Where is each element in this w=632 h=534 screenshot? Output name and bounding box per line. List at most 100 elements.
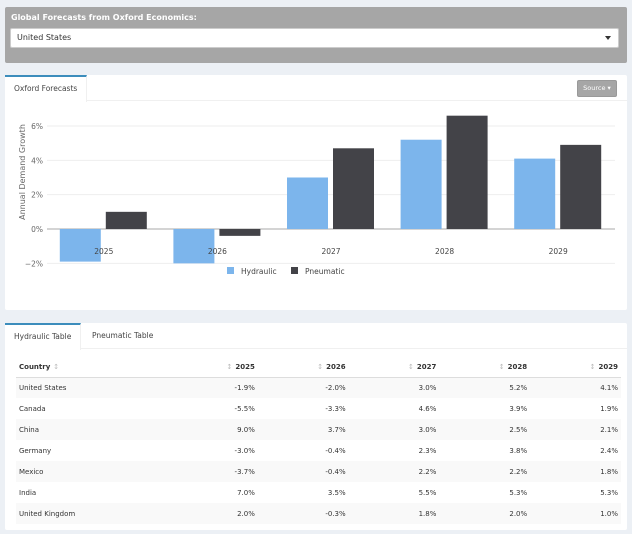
y-axis-label: Annual Demand Growth: [18, 124, 27, 220]
table-cell: 7.0%: [237, 488, 255, 497]
tab-hydraulic-table[interactable]: Hydraulic Table: [5, 323, 82, 350]
table-cell: 3.5%: [327, 488, 346, 497]
sort-icon: ↕: [317, 363, 324, 372]
table-row: India 7.0% 3.5% 5.5% 5.3% 5.3%: [16, 482, 621, 503]
sort-icon: ↕: [589, 363, 596, 372]
table-cell: 3.7%: [327, 425, 346, 434]
table-row: United Kingdom 2.0% -0.3% 1.8% 2.0% 1.0%: [16, 503, 621, 524]
x-tick-label: 2026: [208, 247, 227, 256]
sort-icon: ↕: [408, 363, 414, 372]
x-tick-label: 2028: [435, 247, 454, 256]
table-cell: 1.9%: [600, 404, 618, 413]
table-cell: 3.9%: [509, 404, 528, 413]
legend-swatch: [291, 267, 298, 274]
caret-down-icon: [605, 36, 611, 40]
bar-pneumatic: [560, 144, 602, 229]
table-cell: 2.2%: [418, 467, 437, 476]
table-cell: 2.2%: [509, 467, 528, 476]
table-cell: 3.0%: [418, 383, 437, 392]
table-cell: United Kingdom: [19, 509, 76, 518]
column-label: 2026: [326, 363, 346, 372]
column-header[interactable]: ↕ 2026: [257, 358, 349, 378]
table-cell: 5.3%: [509, 488, 528, 497]
table-cell: 2.0%: [237, 509, 255, 518]
y-tick-label: 6%: [31, 122, 43, 131]
legend-swatch: [227, 267, 234, 274]
table-cell: 3.8%: [509, 446, 528, 455]
country-select-value: United States: [17, 33, 72, 42]
table-cell: 5.5%: [418, 488, 437, 497]
table-row: Mexico -3.7% -0.4% 2.2% 2.2% 1.8%: [16, 461, 621, 482]
column-label: 2025: [235, 363, 255, 372]
bar-pneumatic: [446, 115, 488, 229]
column-label: Country: [19, 363, 51, 372]
table-cell: -0.3%: [325, 509, 346, 518]
sort-icon: ↕: [226, 363, 233, 372]
table-cell: 9.0%: [237, 425, 255, 434]
table-cell: 4.6%: [418, 404, 437, 413]
bar-hydraulic: [514, 158, 556, 229]
column-label: 2029: [598, 363, 618, 372]
table-cell: 2.1%: [600, 425, 618, 434]
sort-icon: ↕: [498, 363, 505, 372]
column-header[interactable]: Country ↕: [16, 358, 168, 378]
tab-pneumatic-table[interactable]: Pneumatic Table: [92, 331, 154, 340]
y-tick-label: 0%: [31, 225, 43, 234]
tab-oxford-forecasts[interactable]: Oxford Forecasts: [5, 75, 88, 102]
table-cell: -3.0%: [234, 446, 255, 455]
y-tick-label: 4%: [31, 156, 43, 165]
filter-panel: Global Forecasts from Oxford Economics: …: [5, 7, 627, 63]
table-row: Germany -3.0% -0.4% 2.3% 3.8% 2.4%: [16, 440, 621, 461]
bar-pneumatic: [219, 229, 261, 236]
bar-hydraulic: [59, 229, 101, 262]
y-tick-label: −2%: [25, 259, 43, 268]
column-header[interactable]: ↕ 2025: [167, 358, 258, 378]
table-cell: 2.0%: [509, 509, 528, 518]
legend-label: Pneumatic: [305, 267, 345, 276]
table-cell: -3.7%: [234, 467, 255, 476]
table-cell: -2.0%: [325, 383, 346, 392]
table-panel: Hydraulic Table Pneumatic Table Country ↕…: [5, 323, 627, 530]
table-cell: -5.5%: [234, 404, 255, 413]
table-cell: India: [19, 488, 37, 497]
column-header[interactable]: ↕ 2027: [348, 358, 440, 378]
x-tick-label: 2027: [321, 247, 340, 256]
table-cell: -0.4%: [325, 467, 346, 476]
column-header[interactable]: ↕ 2028: [439, 358, 531, 378]
bar-pneumatic: [105, 211, 147, 229]
bar-hydraulic: [400, 139, 442, 229]
table-cell: 2.3%: [418, 446, 437, 455]
column-label: 2027: [416, 363, 437, 372]
x-tick-label: 2029: [549, 247, 568, 256]
table-cell: 4.1%: [600, 383, 618, 392]
country-select[interactable]: United States: [10, 28, 619, 48]
table-cell: 3.0%: [418, 425, 437, 434]
column-label: 2028: [507, 363, 528, 372]
table-cell: United States: [19, 383, 67, 392]
table-cell: China: [19, 425, 39, 434]
forecast-table: Country ↕ ↕ 2025 ↕ 2026 ↕ 2027 ↕ 2028 ↕ 2029 United…: [16, 358, 621, 524]
table-cell: 1.8%: [600, 467, 618, 476]
table-cell: -3.3%: [325, 404, 346, 413]
table-cell: -1.9%: [234, 383, 255, 392]
table-cell: 1.8%: [418, 509, 437, 518]
table-cell: -0.4%: [325, 446, 346, 455]
bar-hydraulic: [287, 177, 328, 229]
table-cell: Canada: [19, 404, 46, 413]
source-button[interactable]: Source ▾: [577, 80, 617, 97]
bar-pneumatic: [333, 148, 374, 229]
column-header[interactable]: ↕ 2029: [530, 358, 621, 378]
bar-chart: 6% 4% 2% 0% −2% Annual Demand Growth 2025 2026 2…: [18, 115, 615, 276]
y-tick-label: 2%: [31, 191, 43, 200]
table-cell: 2.4%: [600, 446, 618, 455]
table-cell: 1.0%: [600, 509, 618, 518]
table-cell: Mexico: [19, 467, 44, 476]
chart-panel: Oxford Forecasts Source ▾ 6% 4% 2% 0% −2% Ann…: [5, 75, 627, 310]
bar-hydraulic: [173, 229, 215, 264]
table-cell: 5.3%: [600, 488, 618, 497]
legend-label: Hydraulic: [241, 267, 277, 276]
source-button-label: Source: [583, 84, 606, 92]
table-row: Canada -5.5% -3.3% 4.6% 3.9% 1.9%: [16, 398, 621, 419]
sort-icon: ↕: [53, 363, 60, 372]
table-cell: 2.5%: [509, 425, 528, 434]
